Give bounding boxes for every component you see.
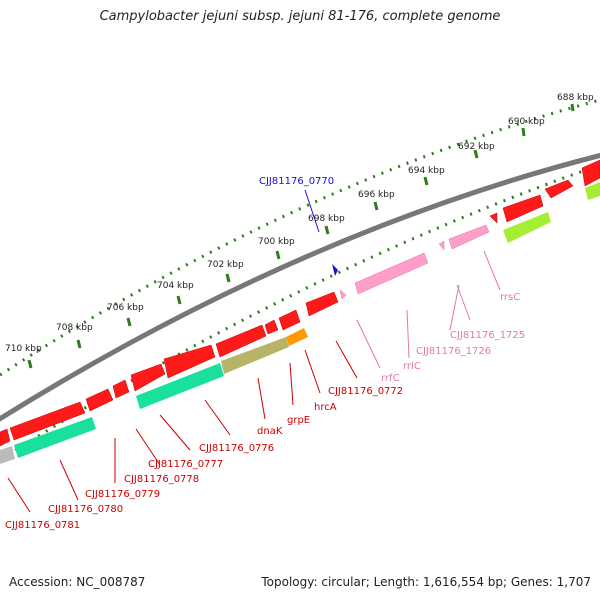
gene-label: CJJ81176_0778: [124, 474, 199, 485]
gene-label: rrfC: [381, 373, 400, 384]
gene-label: CJJ81176_0781: [5, 520, 80, 531]
misc-feature: [585, 182, 600, 200]
kbp-label: 700 kbp: [258, 237, 295, 247]
rrsc-leader: [483, 250, 501, 291]
trna-marker: [332, 264, 338, 276]
rrna-feature: [354, 252, 429, 295]
gene-label: CJJ81176_0776: [199, 443, 274, 454]
gene-leader: [59, 459, 79, 501]
rrlc-leader: [406, 309, 410, 359]
cds-feature: [9, 401, 86, 441]
tick-mark: [570, 103, 575, 112]
teal-feature: [14, 417, 96, 458]
misc-feature: [503, 212, 551, 243]
tick-mark: [324, 225, 330, 235]
gene-leader: [289, 362, 294, 406]
accession-text: Accession: NC_008787: [9, 575, 146, 589]
gene-label: grpE: [287, 415, 310, 426]
gene-label: CJJ81176_0772: [328, 386, 403, 397]
kbp-label: 698 kbp: [308, 214, 345, 224]
rrna-leader: [456, 284, 471, 321]
gene-label: CJJ81176_1726: [416, 346, 491, 357]
kbp-label: 692 kbp: [458, 142, 495, 152]
tick-mark: [27, 359, 33, 369]
rrna-feature: [448, 224, 490, 250]
kbp-label: 706 kbp: [107, 303, 144, 313]
kbp-label: 704 kbp: [157, 281, 194, 291]
cds-feature: [502, 194, 544, 223]
tick-mark: [521, 127, 526, 137]
tick-mark: [473, 149, 479, 159]
tick-mark: [126, 317, 132, 327]
kbp-label: 688 kbp: [557, 93, 594, 103]
gene-leader: [7, 477, 31, 513]
genome-backbone: [0, 152, 600, 422]
cds-feature: [130, 363, 166, 392]
kbp-major-ticks: [27, 103, 575, 369]
tick-mark: [373, 201, 379, 211]
cds-feature: [489, 212, 498, 224]
grpe-feature: [286, 328, 308, 346]
gene-label: CJJ81176_0770: [259, 176, 334, 187]
gene-label: CJJ81176_0777: [148, 459, 223, 470]
gene-leader: [204, 399, 231, 436]
gene-label: rrsC: [500, 292, 520, 303]
inner-ring: [0, 163, 600, 462]
gene-leader: [304, 349, 321, 394]
gene-label: dnaK: [257, 426, 283, 437]
genome-summary: Topology: circular; Length: 1,616,554 bp…: [261, 575, 591, 589]
cds-feature: [112, 379, 130, 399]
gene-label: CJJ81176_0779: [85, 489, 160, 500]
tick-mark: [275, 250, 281, 260]
kbp-label: 708 kbp: [56, 323, 93, 333]
rrna-leader: [449, 284, 460, 331]
kbp-label: 710 kbp: [5, 344, 42, 354]
dnak-feature: [221, 337, 289, 374]
grey-feature: [0, 446, 15, 464]
kbp-ring: [0, 98, 600, 377]
kbp-label: 702 kbp: [207, 260, 244, 270]
cds-feature: [278, 309, 301, 331]
tick-mark: [423, 176, 429, 186]
cds-feature: [305, 291, 339, 317]
cds-feature: [544, 179, 574, 199]
rrna-feature: [339, 289, 347, 300]
tick-mark: [176, 295, 182, 305]
gene-leader: [257, 377, 266, 420]
cds-feature: [215, 324, 267, 358]
cds-feature: [0, 428, 11, 447]
rrna-feature: [438, 240, 445, 251]
kbp-label: 696 kbp: [358, 190, 395, 200]
tick-mark: [76, 339, 82, 349]
gene-label: hrcA: [314, 402, 337, 413]
tick-mark: [225, 273, 231, 283]
gene-leader: [335, 340, 358, 379]
gene-leader: [159, 414, 191, 451]
cds-feature: [85, 388, 114, 412]
cds-feature: [163, 344, 216, 379]
cds-feature: [264, 319, 279, 335]
kbp-label: 694 kbp: [408, 166, 445, 176]
cds-feature: [581, 159, 600, 187]
rrfc-leader: [356, 319, 381, 369]
gene-leader: [135, 428, 161, 466]
trna-leader: [304, 189, 320, 233]
gene-label: rrlC: [403, 361, 421, 372]
kbp-label: 690 kbp: [508, 117, 545, 127]
gene-label: CJJ81176_0780: [48, 504, 123, 515]
teal-feature: [136, 363, 224, 409]
gene-label: CJJ81176_1725: [450, 330, 525, 341]
map-title: Campylobacter jejuni subsp. jejuni 81-17…: [99, 9, 501, 24]
